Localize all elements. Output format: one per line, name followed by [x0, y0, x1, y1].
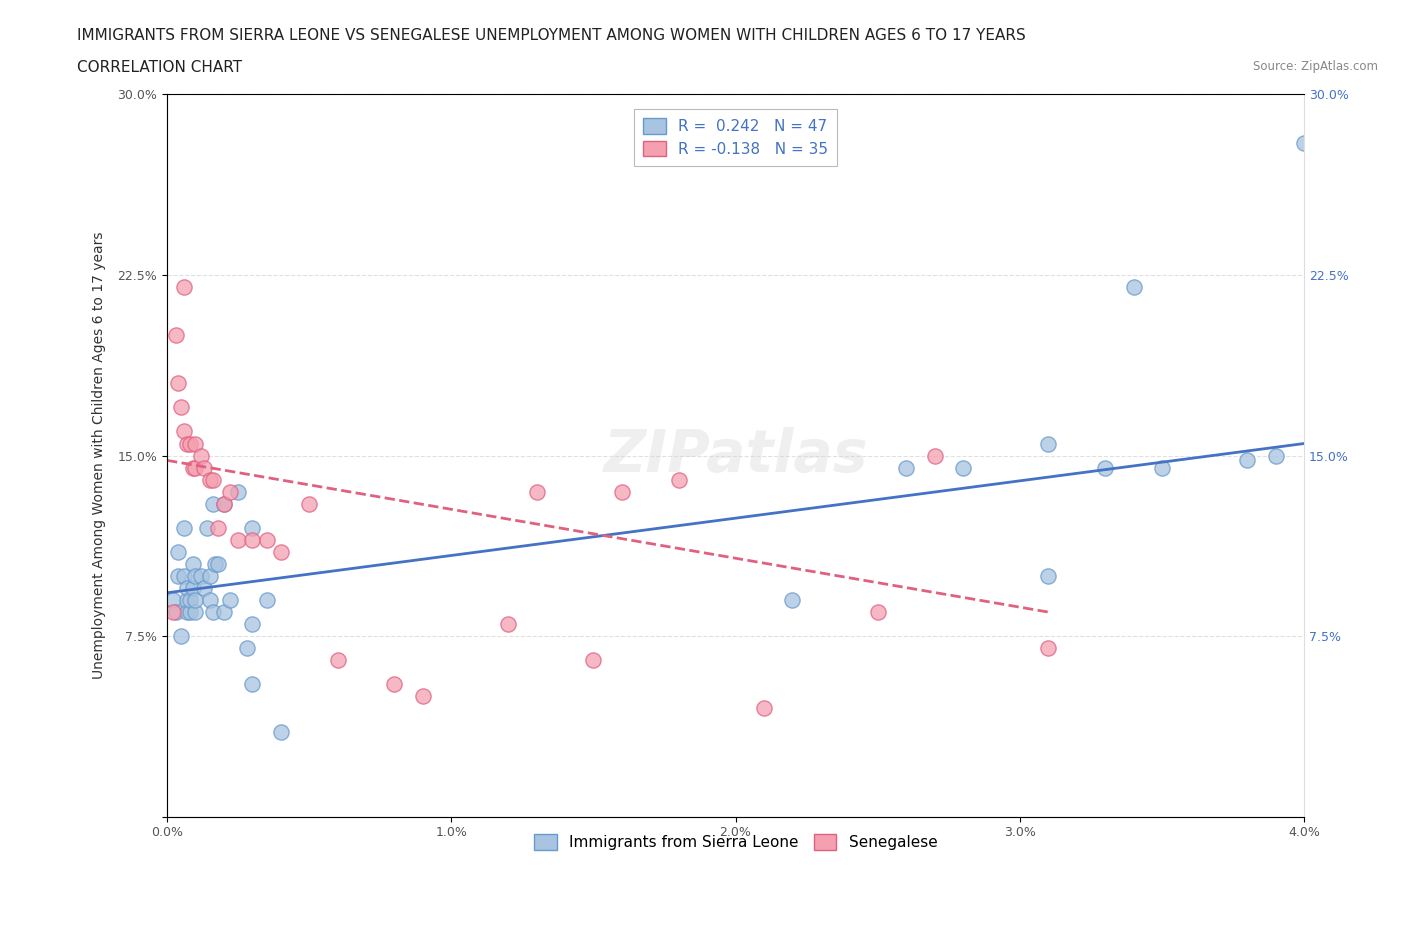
Point — [226, 532, 249, 547]
Point — [195, 521, 218, 536]
Point — [212, 497, 235, 512]
Point — [240, 617, 263, 631]
Point — [179, 604, 201, 619]
Point — [165, 327, 187, 342]
Point — [218, 485, 240, 499]
Point — [173, 280, 195, 295]
Y-axis label: Unemployment Among Women with Children Ages 6 to 17 years: Unemployment Among Women with Children A… — [93, 232, 107, 679]
Point — [167, 568, 190, 583]
Point — [176, 592, 198, 607]
Point — [176, 580, 198, 595]
Point — [752, 701, 775, 716]
Point — [256, 532, 278, 547]
Point — [610, 485, 633, 499]
Point — [235, 641, 257, 656]
Point — [212, 604, 235, 619]
Point — [198, 472, 221, 487]
Point — [181, 580, 204, 595]
Point — [924, 448, 946, 463]
Point — [170, 400, 193, 415]
Text: ZIPatlas: ZIPatlas — [603, 427, 868, 484]
Point — [1038, 436, 1060, 451]
Point — [201, 472, 224, 487]
Point — [240, 677, 263, 692]
Point — [165, 604, 187, 619]
Point — [256, 592, 278, 607]
Point — [1150, 460, 1173, 475]
Point — [1236, 453, 1258, 468]
Point — [894, 460, 917, 475]
Point — [384, 677, 406, 692]
Point — [179, 436, 201, 451]
Point — [207, 556, 229, 571]
Point — [184, 460, 207, 475]
Point — [173, 521, 195, 536]
Point — [226, 485, 249, 499]
Point — [181, 556, 204, 571]
Point — [1038, 641, 1060, 656]
Point — [1094, 460, 1116, 475]
Point — [190, 448, 212, 463]
Point — [167, 376, 190, 391]
Point — [582, 653, 605, 668]
Legend: Immigrants from Sierra Leone, Senegalese: Immigrants from Sierra Leone, Senegalese — [524, 825, 946, 859]
Text: IMMIGRANTS FROM SIERRA LEONE VS SENEGALESE UNEMPLOYMENT AMONG WOMEN WITH CHILDRE: IMMIGRANTS FROM SIERRA LEONE VS SENEGALE… — [77, 28, 1026, 43]
Point — [176, 604, 198, 619]
Point — [270, 725, 292, 740]
Point — [193, 580, 215, 595]
Point — [496, 617, 519, 631]
Text: CORRELATION CHART: CORRELATION CHART — [77, 60, 242, 75]
Point — [193, 460, 215, 475]
Point — [184, 592, 207, 607]
Point — [173, 424, 195, 439]
Point — [184, 568, 207, 583]
Point — [240, 521, 263, 536]
Point — [326, 653, 349, 668]
Point — [170, 629, 193, 644]
Point — [190, 568, 212, 583]
Text: Source: ZipAtlas.com: Source: ZipAtlas.com — [1253, 60, 1378, 73]
Point — [782, 592, 804, 607]
Point — [184, 436, 207, 451]
Point — [212, 497, 235, 512]
Point — [952, 460, 974, 475]
Point — [526, 485, 548, 499]
Point — [270, 544, 292, 559]
Point — [173, 568, 195, 583]
Point — [201, 497, 224, 512]
Point — [240, 532, 263, 547]
Point — [201, 604, 224, 619]
Point — [298, 497, 321, 512]
Point — [866, 604, 889, 619]
Point — [218, 592, 240, 607]
Point — [668, 472, 690, 487]
Point — [179, 592, 201, 607]
Point — [167, 544, 190, 559]
Point — [412, 689, 434, 704]
Point — [162, 604, 184, 619]
Point — [204, 556, 226, 571]
Point — [181, 460, 204, 475]
Point — [198, 568, 221, 583]
Point — [1122, 280, 1144, 295]
Point — [1038, 568, 1060, 583]
Point — [207, 521, 229, 536]
Point — [184, 604, 207, 619]
Point — [198, 592, 221, 607]
Point — [176, 436, 198, 451]
Point — [1264, 448, 1286, 463]
Point — [1294, 135, 1316, 150]
Point — [162, 592, 184, 607]
